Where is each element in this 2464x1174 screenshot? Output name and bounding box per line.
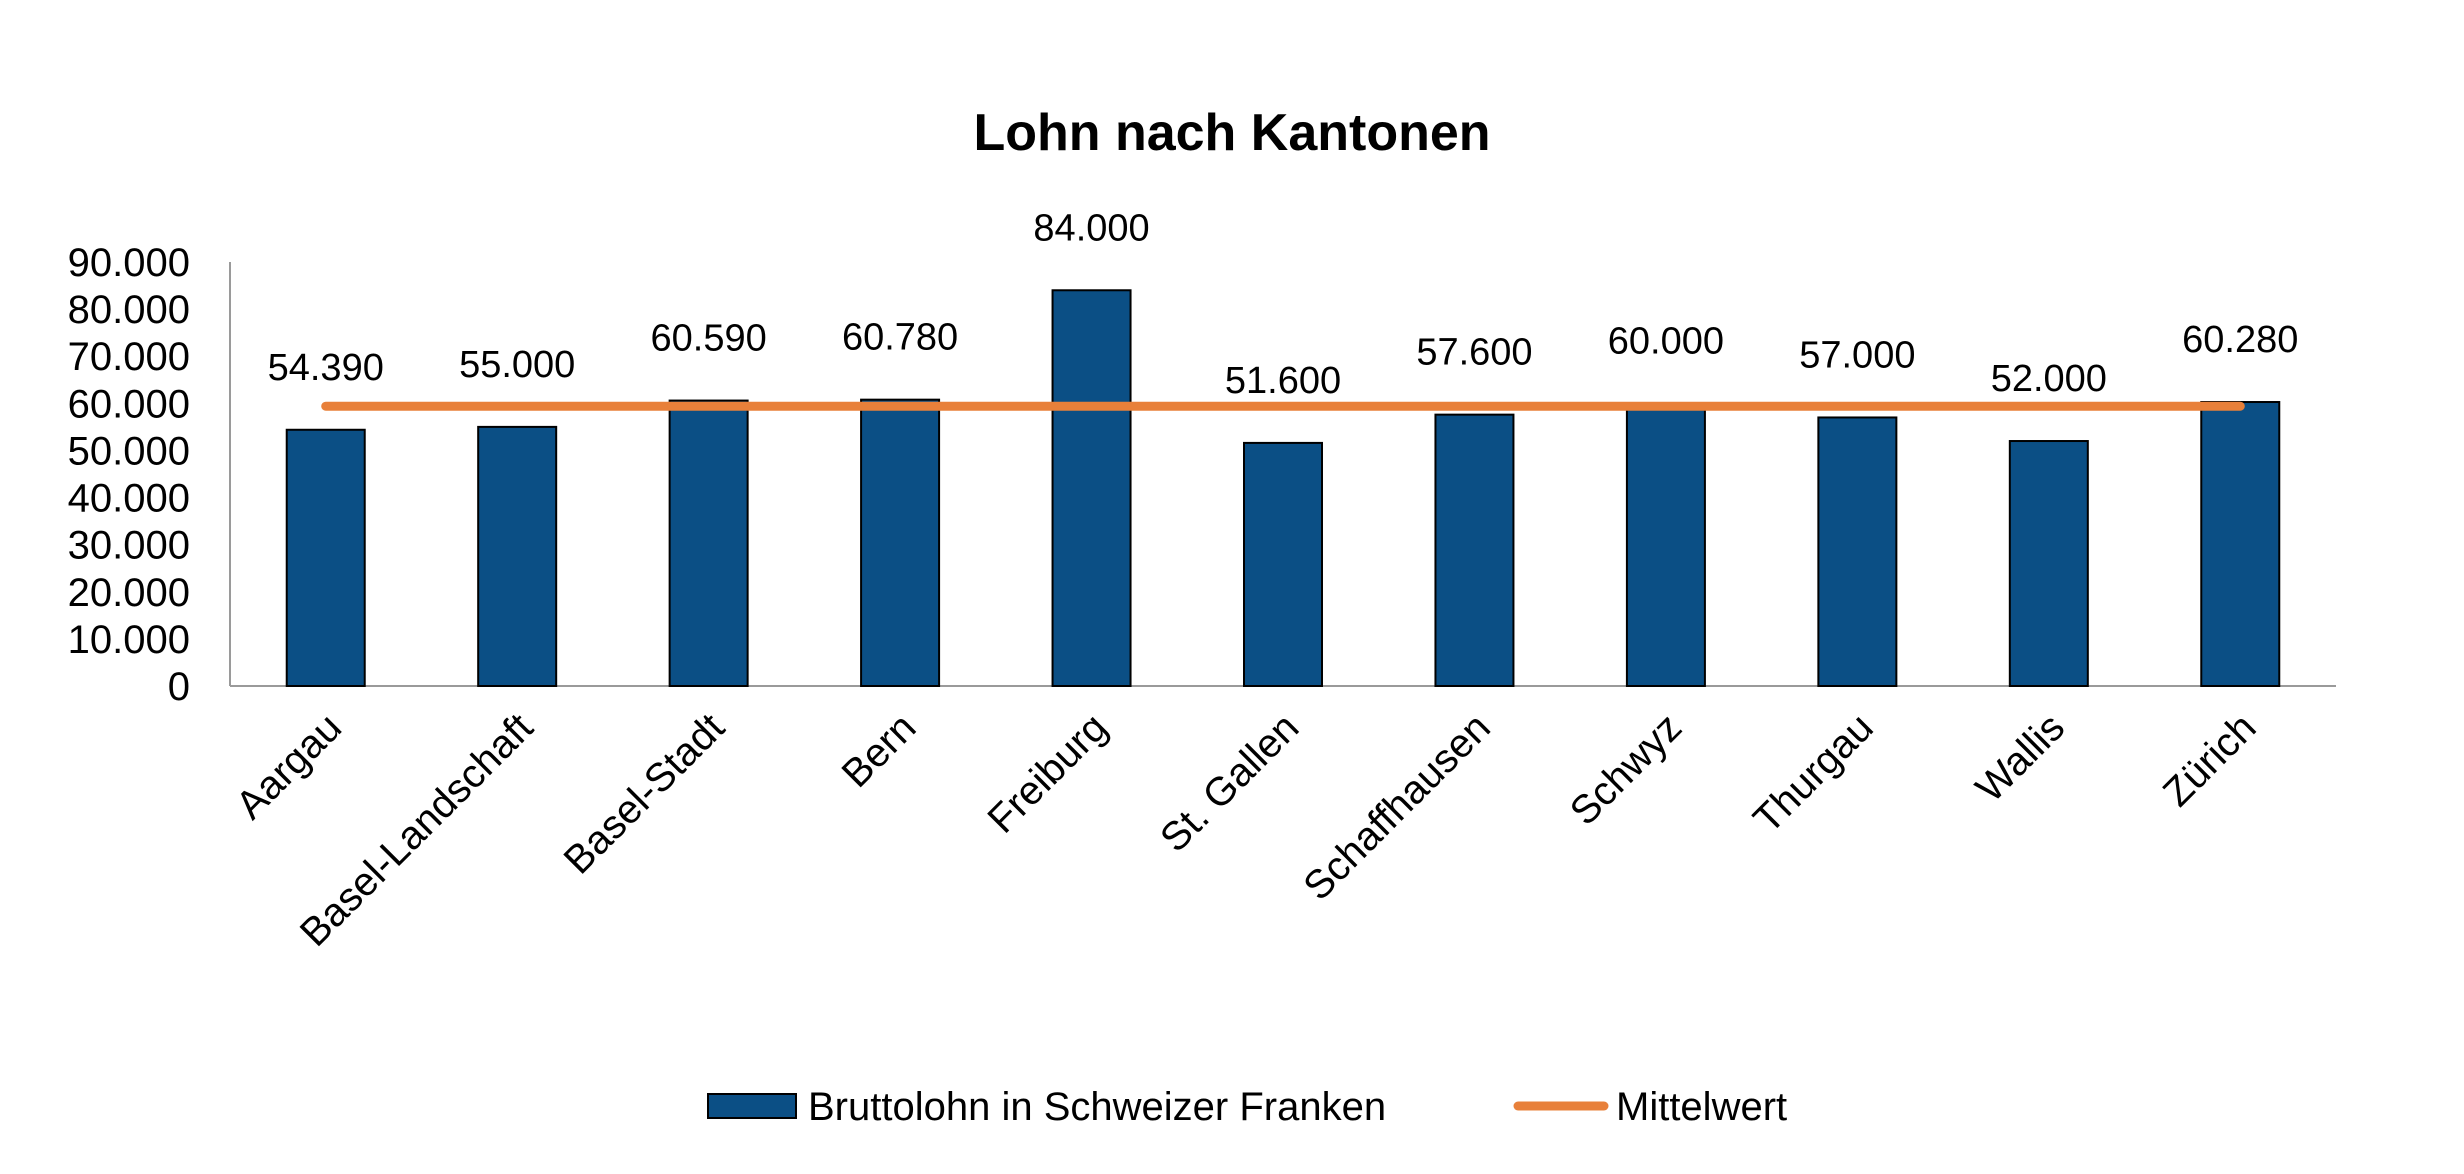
x-tick-label: Aargau xyxy=(228,705,350,827)
y-tick-label: 90.000 xyxy=(68,241,190,285)
bar-schwyz xyxy=(1625,402,1706,687)
data-label: 51.600 xyxy=(1225,360,1341,402)
chart-title: Lohn nach Kantonen xyxy=(973,104,1490,162)
bar-basel-landschaft xyxy=(477,425,558,687)
x-tick-label: Wallis xyxy=(1968,705,2073,810)
y-tick-label: 0 xyxy=(168,665,190,709)
data-label: 84.000 xyxy=(1033,207,1149,249)
data-label: 52.000 xyxy=(1991,358,2107,400)
y-tick-label: 50.000 xyxy=(68,429,190,473)
bar-wallis xyxy=(2008,440,2089,687)
data-label: 60.000 xyxy=(1608,320,1724,362)
legend-label-bar: Bruttolohn in Schweizer Franken xyxy=(808,1085,1386,1129)
x-tick-label: Basel-Stadt xyxy=(556,705,733,882)
bar-basel-stadt xyxy=(668,399,749,687)
bar-z-rich xyxy=(2200,401,2281,687)
bar-schaffhausen xyxy=(1434,413,1515,687)
bar-aargau xyxy=(285,428,366,687)
data-label: 57.600 xyxy=(1416,332,1532,374)
data-label: 60.280 xyxy=(2182,319,2298,361)
y-tick-label: 60.000 xyxy=(68,382,190,426)
bar-bern xyxy=(860,398,941,687)
legend-swatch-bar xyxy=(707,1093,797,1119)
y-tick-label: 10.000 xyxy=(68,618,190,662)
data-label: 57.000 xyxy=(1799,334,1915,376)
x-tick-label: Bern xyxy=(834,705,925,796)
data-label: 60.780 xyxy=(842,317,958,359)
y-tick-label: 80.000 xyxy=(68,288,190,332)
x-tick-label: Schaffhausen xyxy=(1295,705,1499,909)
y-tick-label: 70.000 xyxy=(68,335,190,379)
bar-freiburg xyxy=(1051,289,1132,687)
x-tick-label: Zürich xyxy=(2155,705,2265,815)
plot-area: 010.00020.00030.00040.00050.00060.00070.… xyxy=(68,207,2336,955)
x-tick-label: St. Gallen xyxy=(1152,705,1307,860)
bar-thurgau xyxy=(1817,416,1898,687)
y-tick-label: 40.000 xyxy=(68,477,190,521)
data-label: 54.390 xyxy=(268,347,384,389)
data-label: 60.590 xyxy=(651,318,767,360)
x-tick-label: Freiburg xyxy=(979,705,1115,841)
data-label: 55.000 xyxy=(459,344,575,386)
bar-st-gallen xyxy=(1243,441,1323,688)
legend: Bruttolohn in Schweizer Franken Mittelwer… xyxy=(707,1085,1787,1129)
y-tick-label: 20.000 xyxy=(68,571,190,615)
x-tick-label: Thurgau xyxy=(1745,705,1881,841)
y-tick-label: 30.000 xyxy=(68,524,190,568)
x-tick-label: Schwyz xyxy=(1562,705,1691,834)
legend-label-line: Mittelwert xyxy=(1616,1085,1787,1129)
